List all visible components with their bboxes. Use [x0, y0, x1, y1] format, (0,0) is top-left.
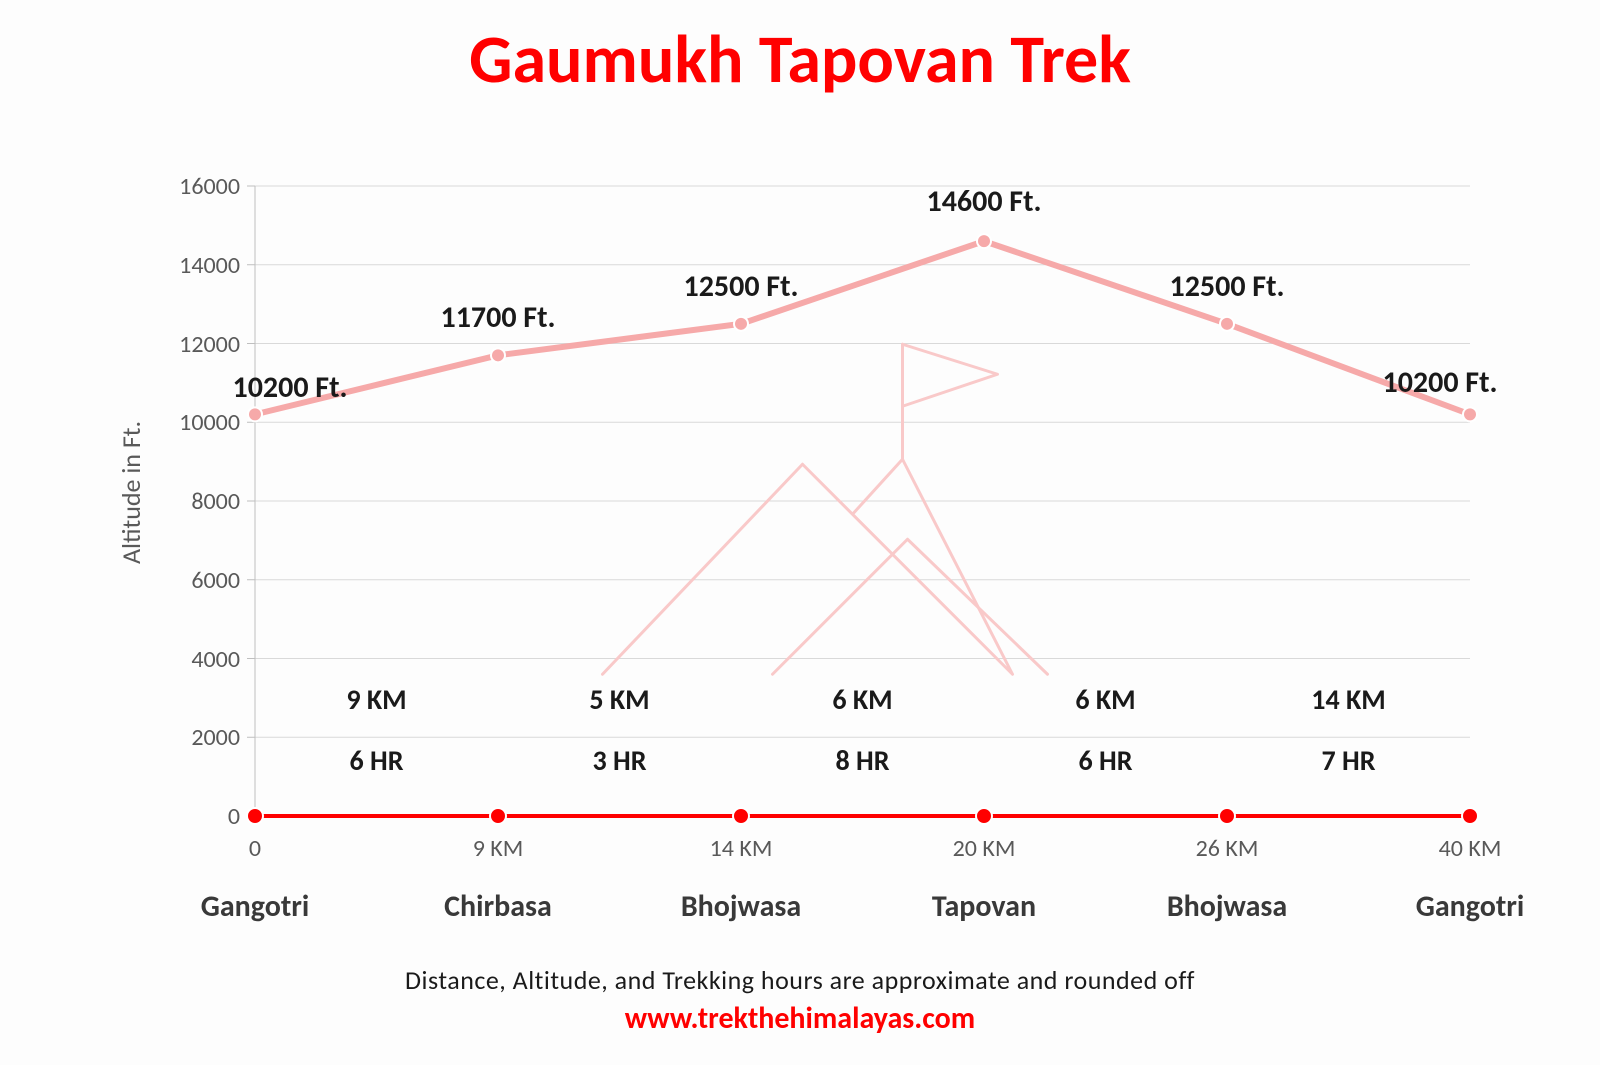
- altitude-data-label: 12500 Ft.: [1137, 268, 1317, 305]
- segment-distance: 6 KM: [783, 682, 943, 717]
- x-tick: 26 KM: [1157, 834, 1297, 863]
- y-axis-label: Altitude in Ft.: [115, 421, 147, 564]
- x-tick: 20 KM: [914, 834, 1054, 863]
- altitude-data-label: 10200 Ft.: [1350, 364, 1530, 401]
- x-tick: 40 KM: [1400, 834, 1540, 863]
- y-tick: 10000: [160, 408, 240, 437]
- altitude-data-label: 14600 Ft.: [894, 183, 1074, 220]
- segment-distance: 14 KM: [1269, 682, 1429, 717]
- y-tick: 0: [160, 802, 240, 831]
- y-tick: 16000: [160, 172, 240, 201]
- chart-title: Gaumukh Tapovan Trek: [0, 18, 1600, 101]
- segment-hours: 6 HR: [297, 743, 457, 778]
- altitude-data-label: 11700 Ft.: [408, 299, 588, 336]
- place-label: Gangotri: [1360, 888, 1580, 925]
- place-label: Bhojwasa: [1117, 888, 1337, 925]
- altitude-chart: [235, 166, 1490, 836]
- segment-distance: 5 KM: [540, 682, 700, 717]
- y-tick: 6000: [160, 566, 240, 595]
- segment-hours: 8 HR: [783, 743, 943, 778]
- segment-distance: 6 KM: [1026, 682, 1186, 717]
- x-tick: 9 KM: [428, 834, 568, 863]
- footer-url[interactable]: www.trekthehimalayas.com: [0, 1000, 1600, 1037]
- y-tick: 8000: [160, 487, 240, 516]
- y-tick: 12000: [160, 330, 240, 359]
- place-label: Chirbasa: [388, 888, 608, 925]
- segment-hours: 6 HR: [1026, 743, 1186, 778]
- place-label: Bhojwasa: [631, 888, 851, 925]
- footer-note: Distance, Altitude, and Trekking hours a…: [0, 964, 1600, 996]
- altitude-data-label: 10200 Ft.: [200, 369, 380, 406]
- segment-distance: 9 KM: [297, 682, 457, 717]
- y-tick: 4000: [160, 645, 240, 674]
- place-label: Gangotri: [145, 888, 365, 925]
- place-label: Tapovan: [874, 888, 1094, 925]
- segment-hours: 3 HR: [540, 743, 700, 778]
- x-tick: 14 KM: [671, 834, 811, 863]
- altitude-data-label: 12500 Ft.: [651, 268, 831, 305]
- y-tick: 2000: [160, 723, 240, 752]
- x-tick: 0: [185, 834, 325, 863]
- y-tick: 14000: [160, 251, 240, 280]
- segment-hours: 7 HR: [1269, 743, 1429, 778]
